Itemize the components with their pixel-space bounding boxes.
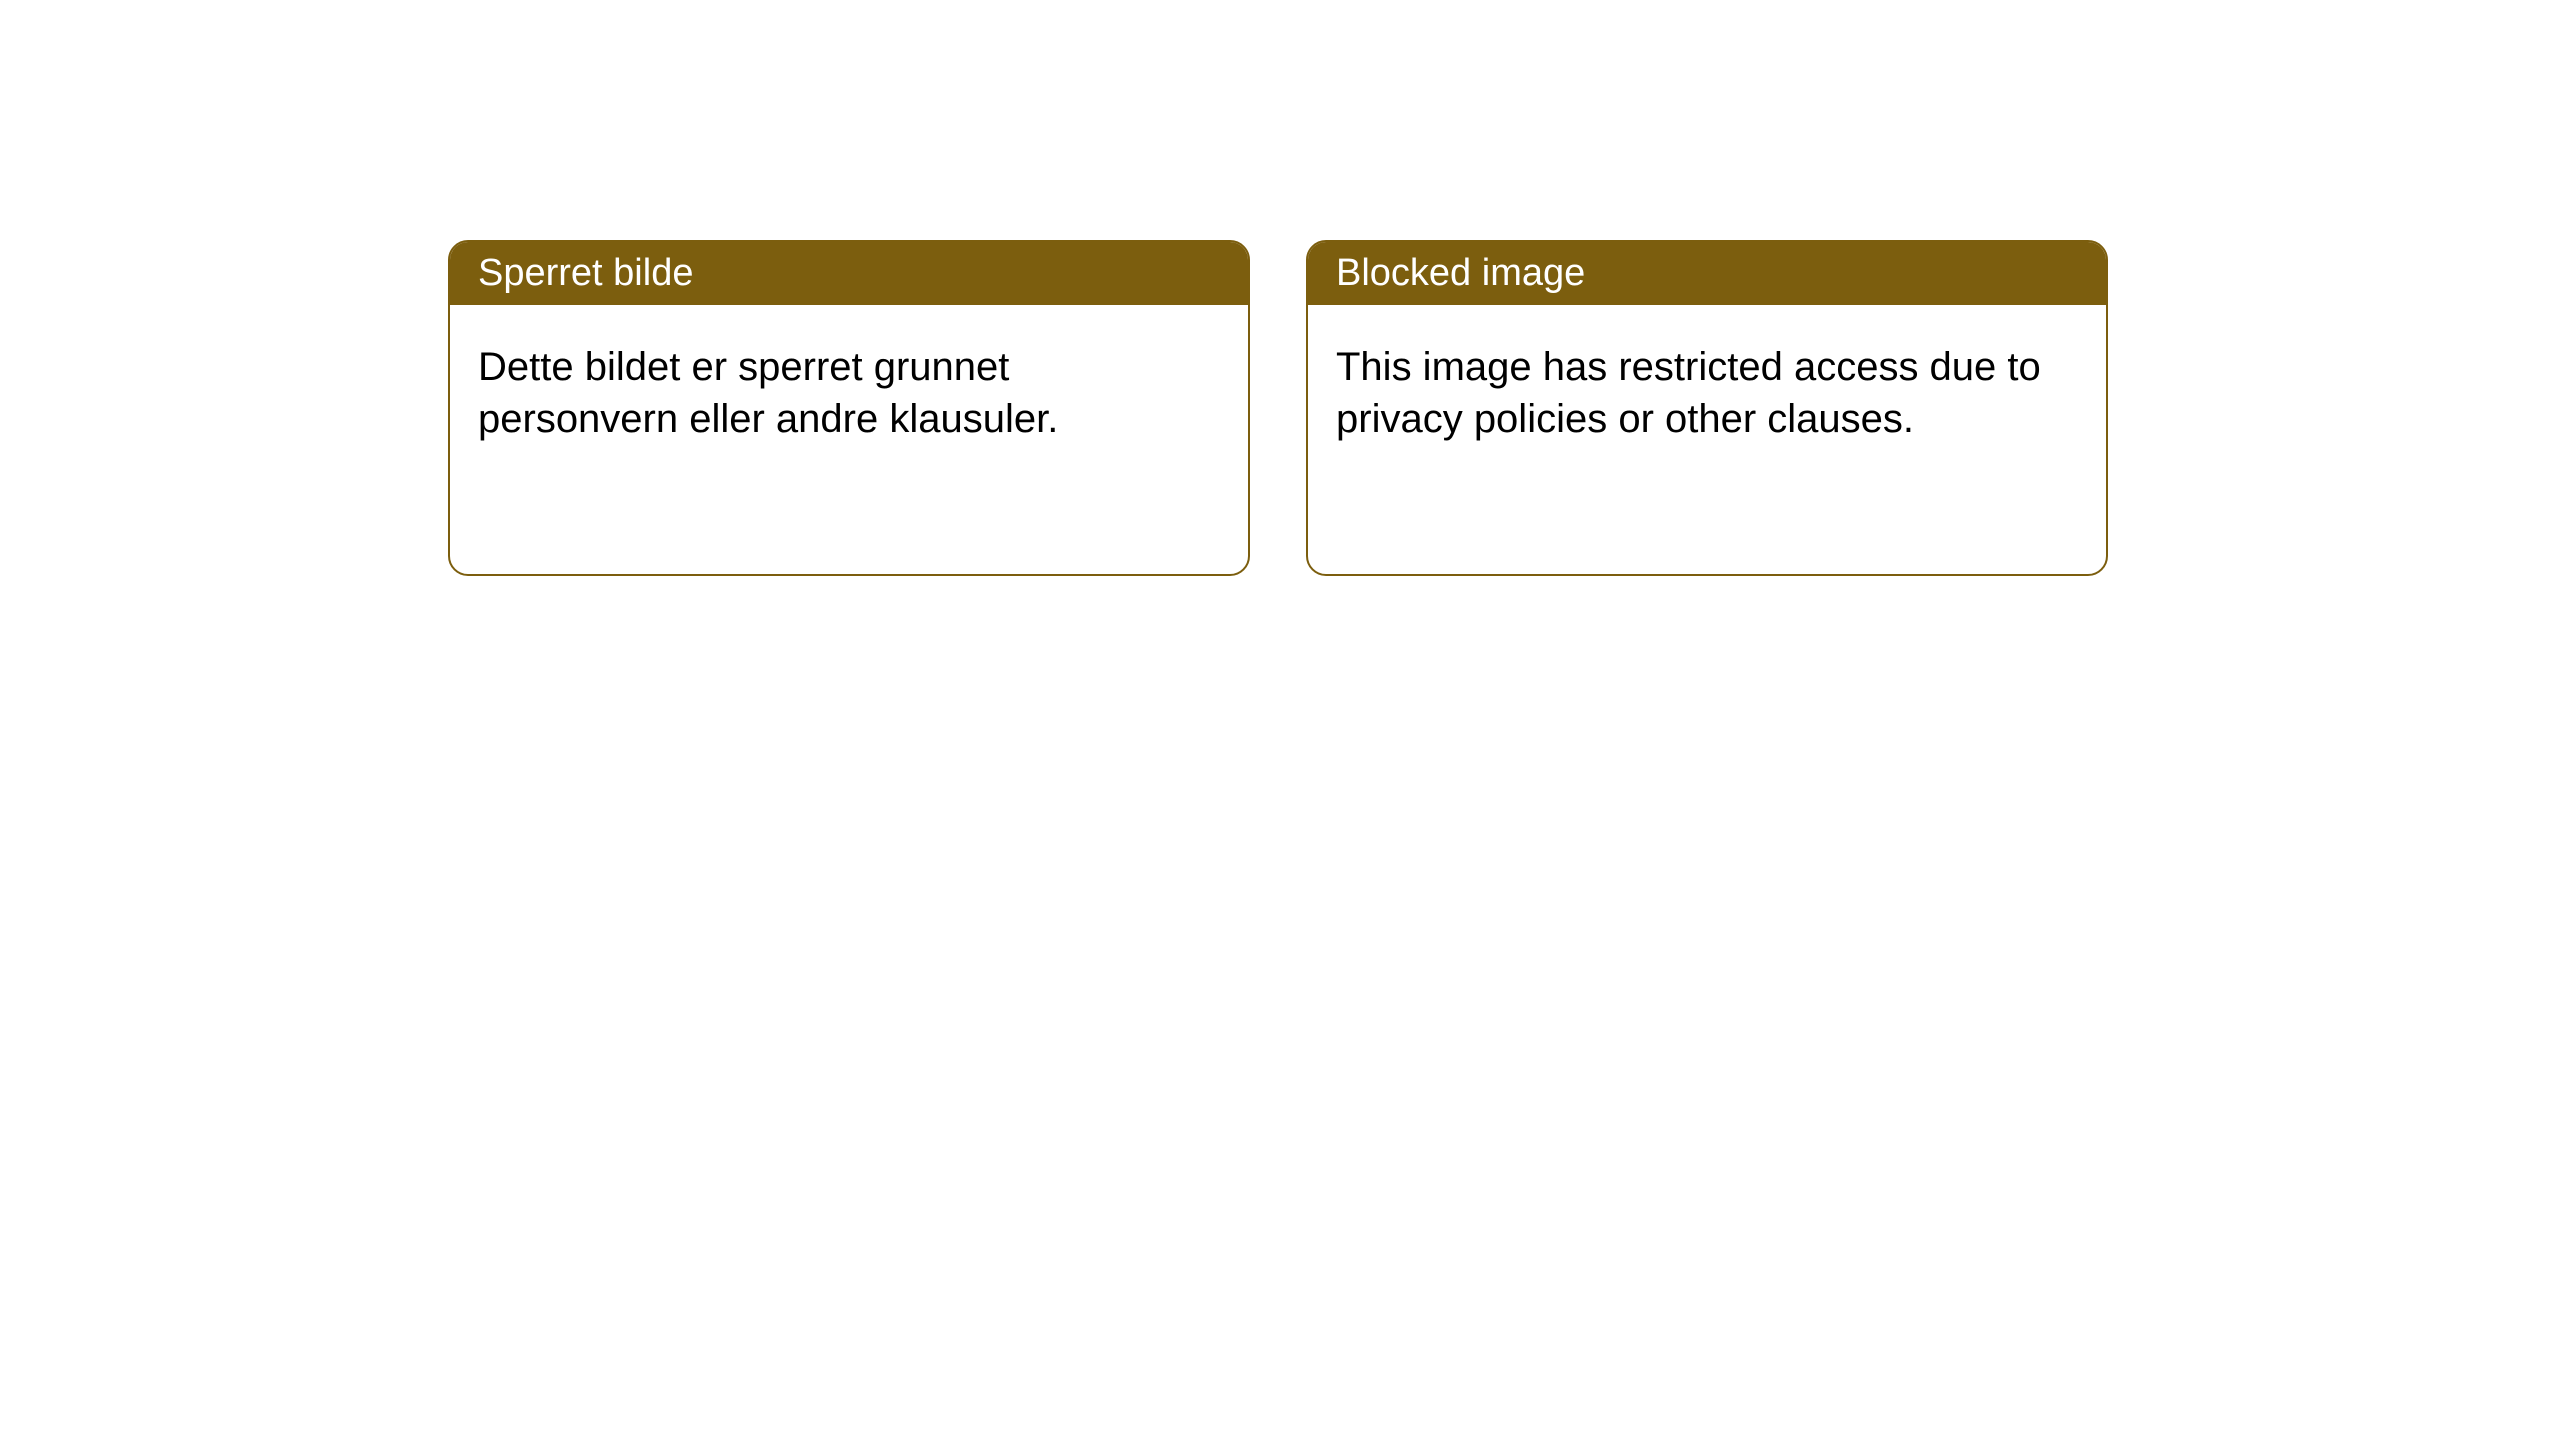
- card-title: Sperret bilde: [450, 242, 1248, 305]
- card-container: Sperret bilde Dette bildet er sperret gr…: [0, 0, 2560, 576]
- blocked-image-card-english: Blocked image This image has restricted …: [1306, 240, 2108, 576]
- blocked-image-card-norwegian: Sperret bilde Dette bildet er sperret gr…: [448, 240, 1250, 576]
- card-body-text: Dette bildet er sperret grunnet personve…: [450, 305, 1248, 481]
- card-title: Blocked image: [1308, 242, 2106, 305]
- card-body-text: This image has restricted access due to …: [1308, 305, 2106, 481]
